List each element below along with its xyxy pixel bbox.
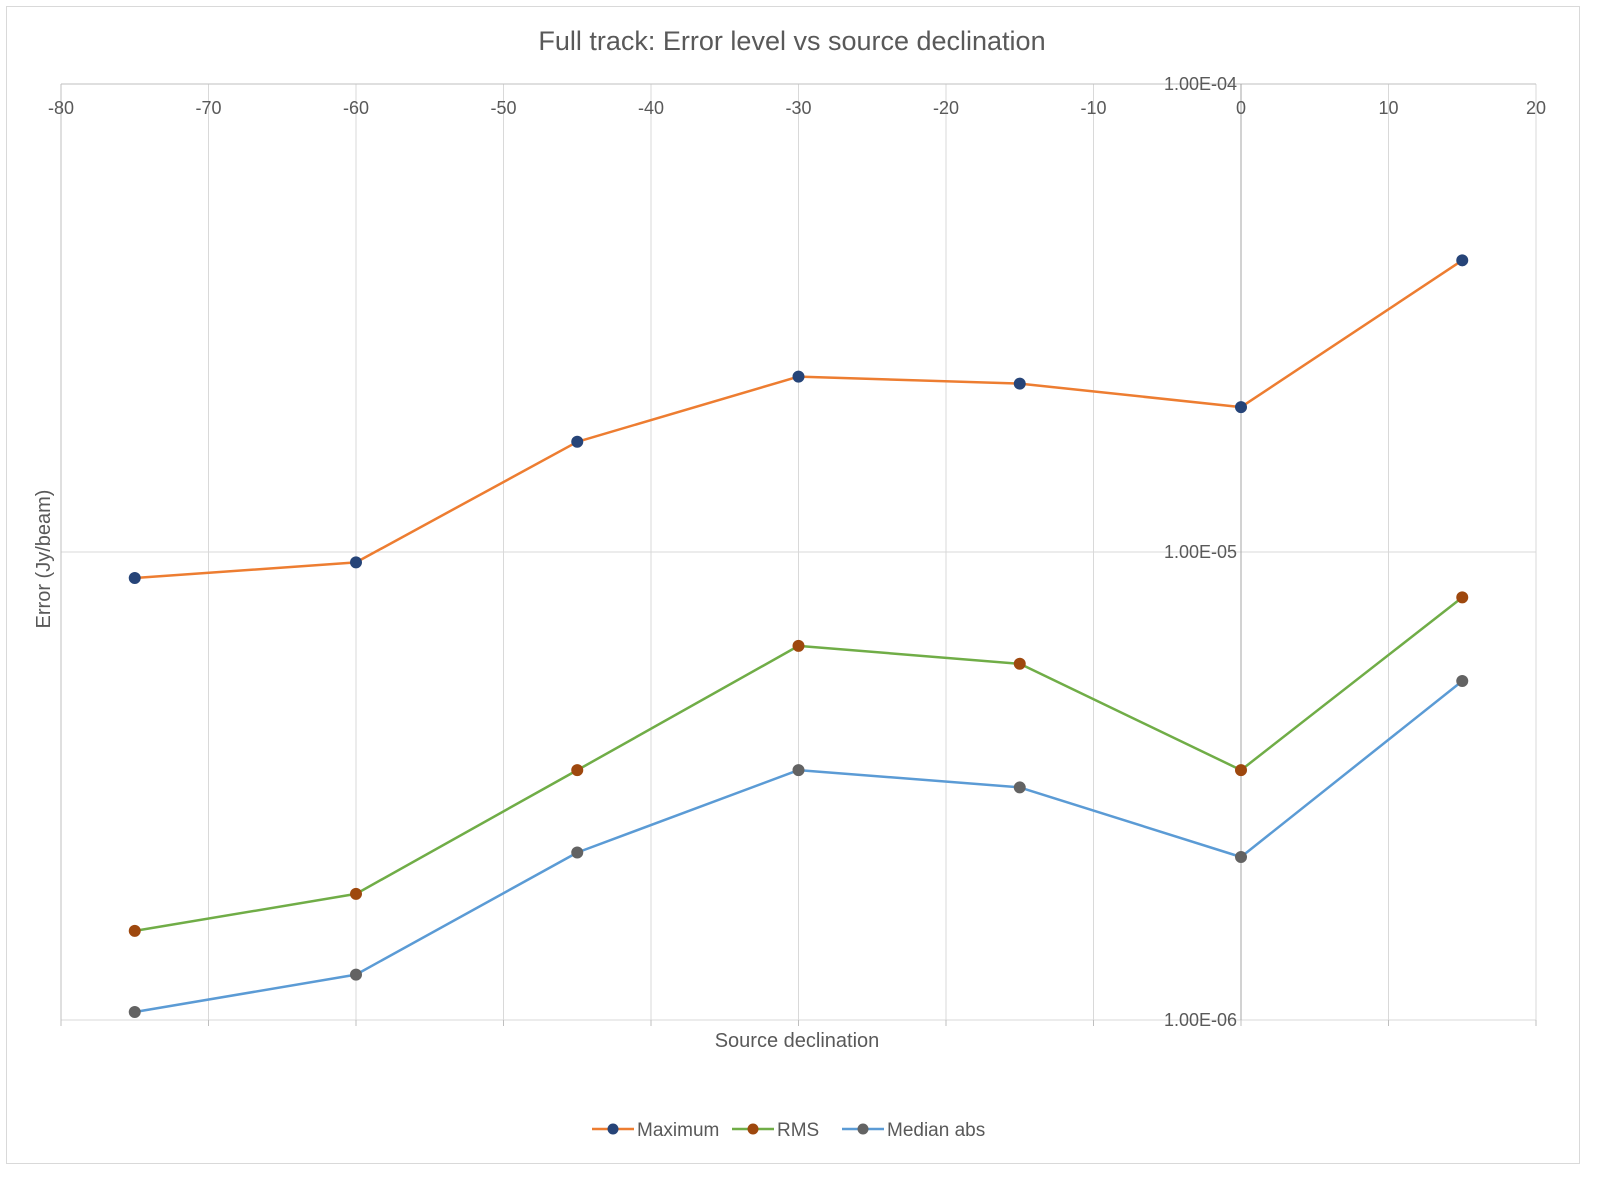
- data-point: [1013, 657, 1026, 670]
- y-tick-label: 1.00E-05: [1164, 542, 1237, 562]
- data-point: [350, 968, 362, 981]
- tick-labels: -80 -70 -60 -50 -40 -30 -20 -10 0 10 20 1.00E-04 1.0…: [48, 74, 1546, 1030]
- x-tick-label: 10: [1378, 98, 1398, 118]
- data-point: [1013, 781, 1026, 794]
- chart-title: Full track: Error level vs source declin…: [538, 26, 1045, 56]
- x-tick-label: 0: [1236, 98, 1246, 118]
- x-tick-label: -20: [933, 98, 959, 118]
- data-point: [350, 887, 362, 900]
- data-point: [1456, 675, 1469, 688]
- x-tick-label: -50: [490, 98, 516, 118]
- data-point: [571, 764, 584, 777]
- x-tick-label: -70: [195, 98, 221, 118]
- x-tick-label: -40: [638, 98, 664, 118]
- legend-label: RMS: [777, 1120, 819, 1141]
- data-point: [571, 435, 584, 448]
- data-point: [1235, 850, 1247, 863]
- data-point: [792, 370, 805, 383]
- legend-swatch-marker: [857, 1123, 869, 1135]
- data-point: [1013, 377, 1026, 390]
- chart-container: Full track: Error level vs source declin…: [6, 6, 1580, 1164]
- data-point: [1235, 401, 1247, 414]
- x-tick-label: 20: [1526, 98, 1546, 118]
- series-markers: [128, 254, 1469, 1019]
- data-point: [571, 846, 584, 859]
- chart-svg: Full track: Error level vs source declin…: [33, 26, 1546, 1141]
- data-point: [1235, 764, 1247, 777]
- data-point: [792, 764, 805, 777]
- data-point: [1456, 254, 1469, 267]
- y-axis-title: Error (Jy/beam): [33, 490, 55, 629]
- gridlines: [60, 83, 1537, 1021]
- data-point: [1456, 591, 1469, 604]
- legend-label: Median abs: [887, 1120, 985, 1141]
- legend-label: Maximum: [637, 1120, 719, 1141]
- data-point: [128, 1006, 141, 1019]
- x-axis-title: Source declination: [715, 1030, 880, 1052]
- y-tick-label: 1.00E-04: [1164, 74, 1237, 94]
- x-tick-label: -10: [1080, 98, 1106, 118]
- legend-swatch-marker: [747, 1123, 759, 1135]
- legend: Maximum RMS Median abs: [592, 1120, 985, 1141]
- data-point: [128, 924, 141, 937]
- y-tick-label: 1.00E-06: [1164, 1010, 1237, 1030]
- data-point: [792, 639, 805, 652]
- data-point: [350, 556, 362, 569]
- legend-swatch-marker: [607, 1123, 619, 1135]
- x-tick-label: -30: [785, 98, 811, 118]
- data-point: [128, 571, 141, 584]
- axes: [60, 83, 1537, 1026]
- x-tick-label: -60: [343, 98, 369, 118]
- x-tick-label: -80: [48, 98, 74, 118]
